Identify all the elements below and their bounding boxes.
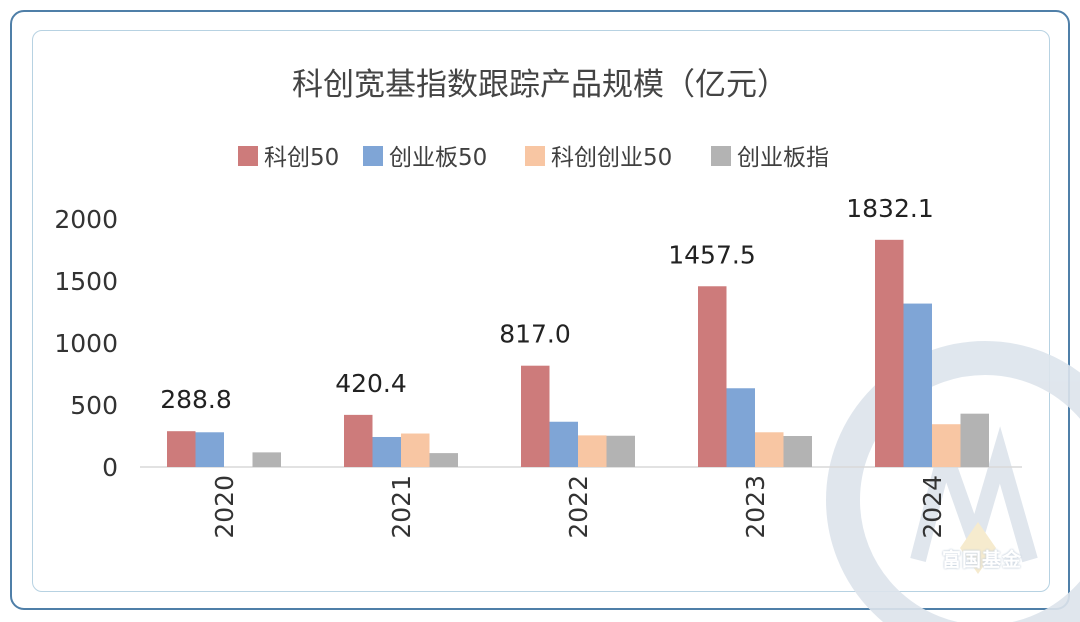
y-tick-label: 1500 — [54, 267, 118, 296]
bar — [252, 452, 281, 467]
y-tick-label: 1000 — [54, 329, 118, 358]
bar — [344, 414, 373, 467]
bar — [521, 365, 550, 467]
x-tick-label: 2020 — [210, 475, 239, 539]
watermark-text: 富国基金 — [942, 549, 1023, 571]
bar — [372, 436, 401, 467]
bar — [903, 303, 932, 467]
data-label: 817.0 — [499, 320, 571, 349]
bar — [578, 435, 607, 467]
legend-swatch — [525, 146, 545, 166]
bar — [401, 433, 430, 467]
value-labels: 288.8 420.4 817.0 1457.5 1832.1 — [160, 194, 934, 414]
bar — [726, 388, 755, 467]
bar — [698, 286, 727, 467]
bar — [167, 431, 196, 467]
legend-swatch — [363, 146, 383, 166]
bar — [875, 239, 904, 467]
y-tick-label: 500 — [70, 391, 118, 420]
y-axis: 0 500 1000 1500 2000 — [54, 205, 118, 482]
inner-frame — [32, 30, 1050, 592]
chart-title: 科创宽基指数跟踪产品规模（亿元） — [292, 67, 788, 103]
bar — [755, 432, 784, 467]
legend-label: 科创创业50 — [551, 145, 672, 171]
legend-label: 创业板50 — [389, 145, 487, 171]
watermark-logo — [826, 341, 1080, 622]
y-tick-label: 2000 — [54, 205, 118, 234]
data-label: 420.4 — [335, 369, 407, 398]
bar — [549, 421, 578, 467]
legend: 科创50 创业板50 科创创业50 创业板指 — [238, 145, 829, 171]
x-tick-label: 2023 — [741, 475, 770, 539]
x-tick-label: 2021 — [387, 475, 416, 539]
bar — [783, 436, 812, 467]
x-tick-label: 2024 — [918, 475, 947, 539]
data-label: 1457.5 — [668, 240, 755, 269]
bar — [429, 453, 458, 467]
legend-swatch — [238, 146, 258, 166]
bar — [606, 435, 635, 467]
legend-swatch — [711, 146, 731, 166]
x-axis: 2020 2021 2022 2023 2024 — [210, 475, 947, 539]
legend-label: 科创50 — [264, 145, 339, 171]
bar — [960, 413, 989, 467]
x-tick-label: 2022 — [564, 475, 593, 539]
bar — [195, 432, 224, 467]
data-label: 288.8 — [160, 385, 232, 414]
bars — [167, 239, 989, 467]
bar — [932, 424, 961, 467]
data-label: 1832.1 — [846, 194, 933, 223]
legend-label: 创业板指 — [737, 145, 829, 171]
y-tick-label: 0 — [102, 453, 118, 482]
